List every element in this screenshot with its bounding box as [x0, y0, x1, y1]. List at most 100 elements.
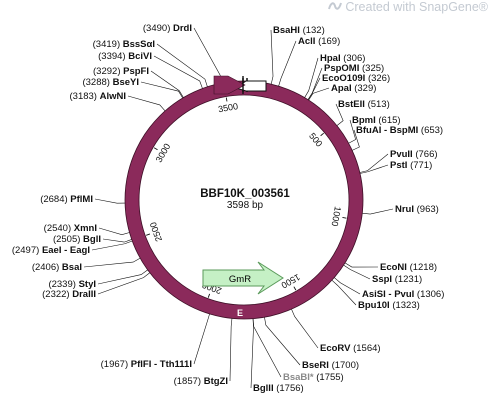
site-label[interactable]: (2684) PflMI	[40, 194, 93, 205]
site-position: (3292)	[93, 66, 123, 77]
site-leader	[334, 277, 361, 295]
site-label[interactable]: (2322) DraIII	[42, 289, 96, 300]
site-label[interactable]: PstI (771)	[390, 160, 432, 171]
site-label[interactable]: BseRI (1700)	[302, 360, 359, 371]
plasmid-name: BBF10K_003561	[200, 188, 290, 200]
site-leader	[359, 153, 389, 173]
site-position: (1323)	[390, 300, 420, 311]
site-label[interactable]: HpaI (306)	[320, 53, 365, 64]
site-position: (306)	[341, 53, 366, 64]
gmr-feature[interactable]: GmR	[202, 261, 284, 295]
site-leader	[307, 67, 323, 100]
site-label[interactable]: BsaBI* (1755)	[283, 372, 344, 383]
site-position: (1564)	[350, 343, 380, 354]
site-leader	[362, 208, 394, 215]
site-position: (963)	[414, 204, 439, 215]
site-name: ApaI	[331, 83, 352, 94]
site-position: (1756)	[274, 383, 304, 394]
site-name: PflFI - Tth111I	[131, 359, 192, 370]
site-leader	[250, 318, 254, 389]
site-label[interactable]: BstEII (513)	[338, 99, 390, 110]
site-name: BsaHI	[273, 25, 300, 36]
site-label[interactable]: (3419) BssSαI	[93, 39, 155, 50]
site-leader	[264, 317, 301, 366]
site-position: (2339)	[48, 279, 78, 290]
site-label[interactable]: (1967) PflFI - Tth111I	[101, 359, 192, 370]
site-leader	[98, 227, 130, 236]
site-label[interactable]: (2339) StyI	[48, 279, 96, 290]
site-label[interactable]: BpmI (615)	[352, 115, 401, 126]
site-leader	[331, 279, 357, 306]
site-leader	[150, 70, 184, 98]
site-name: EcoNI	[380, 262, 407, 273]
site-label[interactable]: EcoRV (1564)	[320, 343, 381, 354]
site-name: BglII	[253, 383, 274, 394]
site-name: EcoO109I	[322, 73, 365, 84]
tick-label: 500	[307, 131, 324, 149]
site-label[interactable]: NruI (963)	[395, 204, 439, 215]
site-label[interactable]: EcoO109I (326)	[322, 73, 390, 84]
site-label[interactable]: AsiSI - PvuI (1306)	[362, 289, 444, 300]
gmr-arrow[interactable]	[202, 261, 284, 295]
site-name: DraIII	[72, 289, 96, 300]
site-leader	[193, 27, 222, 84]
site-leader	[140, 81, 183, 99]
site-position: (3183)	[70, 91, 100, 102]
site-position: (2505)	[53, 234, 83, 245]
tick-mark	[225, 97, 228, 102]
tick-mark	[146, 233, 151, 236]
site-label[interactable]: PvuII (766)	[390, 149, 438, 160]
tick-mark	[293, 286, 297, 291]
site-name: BpmI	[352, 115, 376, 126]
site-label[interactable]: PspOMI (325)	[324, 63, 384, 74]
site-label[interactable]: Bpu10I (1323)	[358, 300, 420, 311]
site-label[interactable]: SspI (1231)	[372, 274, 422, 285]
site-label[interactable]: AclI (169)	[298, 36, 340, 47]
site-name: PflMI	[70, 194, 93, 205]
site-label[interactable]: (3288) BseYI	[82, 77, 139, 88]
site-name: BfuAI - BspMI	[356, 125, 418, 136]
site-label[interactable]: (3292) PspFI	[93, 66, 149, 77]
site-label[interactable]: BfuAI - BspMI (653)	[356, 125, 443, 136]
site-name: BseYI	[113, 77, 139, 88]
site-position: (513)	[365, 99, 390, 110]
site-position: (3394)	[98, 51, 128, 62]
site-position: (1700)	[329, 360, 359, 371]
site-leader	[252, 318, 282, 378]
site-label[interactable]: (2406) BsaI	[32, 262, 82, 273]
site-label[interactable]: ApaI (329)	[331, 83, 376, 94]
site-leader	[156, 43, 208, 87]
site-leader	[343, 264, 371, 280]
site-leader	[348, 119, 357, 144]
site-label[interactable]: EcoNI (1218)	[380, 262, 437, 273]
site-name: HpaI	[320, 53, 341, 64]
snapgene-logo-icon	[328, 2, 343, 10]
site-label[interactable]: BsaHI (132)	[273, 25, 325, 36]
site-position: (1755)	[314, 372, 344, 383]
site-name: BstEII	[338, 99, 365, 110]
watermark-text: Created with SnapGene®	[345, 0, 488, 14]
site-position: (2322)	[42, 289, 72, 300]
watermark: Created with SnapGene®	[328, 0, 488, 14]
site-name: PspOMI	[324, 63, 359, 74]
site-leader-lines	[83, 27, 394, 389]
tick-mark	[342, 217, 347, 219]
site-label[interactable]: (3490) DrdI	[143, 23, 192, 34]
backbone-arrow-tip	[213, 75, 246, 95]
site-label[interactable]: (2497) EaeI - EagI	[12, 245, 90, 256]
site-name: DrdI	[173, 23, 192, 34]
site-label[interactable]: (2540) XmnI	[44, 223, 97, 234]
site-position: (1231)	[392, 274, 422, 285]
site-labels: BsaHI (132)AclI (169) HpaI (306)PspOMI (3…	[12, 23, 445, 394]
site-label[interactable]: (3394) BciVI	[98, 51, 152, 62]
site-leader	[270, 29, 274, 85]
site-label[interactable]: (2505) BglI	[53, 234, 101, 245]
site-label[interactable]: (3183) AlwNI	[70, 91, 127, 102]
site-position: (326)	[365, 73, 390, 84]
site-label[interactable]: (1857) BtgZI	[174, 376, 228, 387]
site-position: (3490)	[143, 23, 173, 34]
site-label[interactable]: BglII (1756)	[253, 383, 304, 394]
site-position: (2497)	[12, 245, 42, 256]
site-position: (766)	[413, 149, 438, 160]
